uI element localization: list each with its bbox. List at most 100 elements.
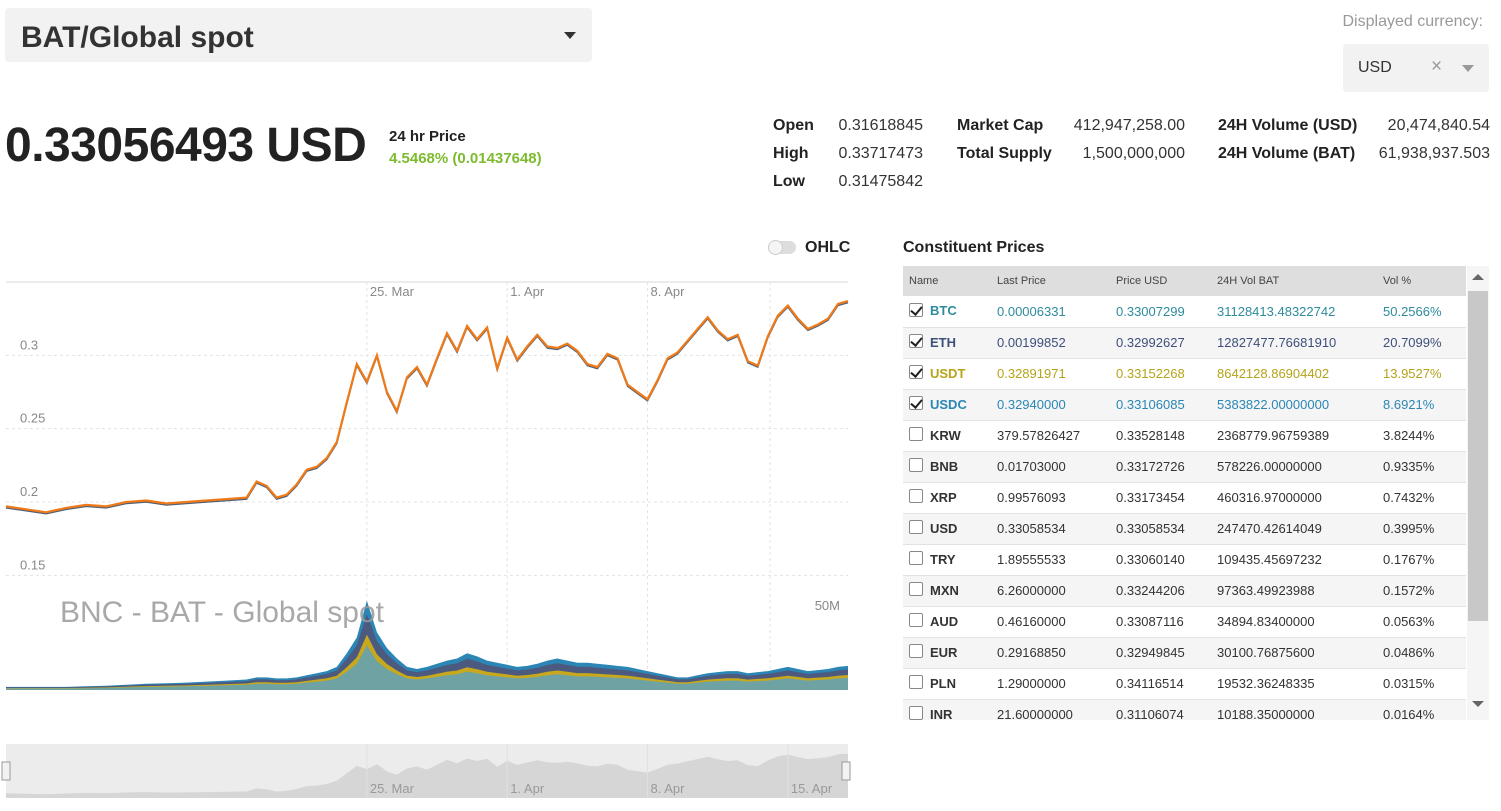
last-price: 0.29168850 [991, 637, 1110, 669]
column-header[interactable]: Price USD [1110, 266, 1211, 296]
constituent-name: KRW [930, 427, 961, 443]
navigator-tick-label: 25. Mar [370, 781, 415, 796]
volume-pct: 13.9527% [1377, 358, 1466, 390]
table-row[interactable]: AUD 0.46160000 0.33087116 34894.83400000 0.0… [903, 606, 1466, 638]
y-tick-label: 0.25 [20, 411, 45, 426]
constituent-table-wrap: Name Last Price Price USD 24H Vol BAT Vo… [903, 266, 1466, 720]
volume-bat: 247470.42614049 [1211, 513, 1377, 545]
table-row[interactable]: KRW 379.57826427 0.33528148 2368779.9675938… [903, 420, 1466, 452]
toggle-knob[interactable] [768, 240, 783, 255]
table-row[interactable]: USDC 0.32940000 0.33106085 5383822.00000000… [903, 389, 1466, 421]
table-row[interactable]: EUR 0.29168850 0.32949845 30100.76875600 0.0… [903, 637, 1466, 669]
volume-area-btc [6, 645, 848, 690]
price-change-label: 24 hr Price [389, 128, 466, 145]
checkbox[interactable] [909, 396, 923, 411]
column-header[interactable]: 24H Vol BAT [1211, 266, 1377, 296]
navigator-handle-right[interactable] [841, 761, 851, 781]
last-price: 0.46160000 [991, 606, 1110, 638]
volume-bat: 109435.45697232 [1211, 544, 1377, 576]
table-row[interactable]: MXN 6.26000000 0.33244206 97363.49923988 0.1… [903, 575, 1466, 607]
navigator-tick-label: 8. Apr [651, 781, 686, 796]
scroll-up-icon[interactable] [1472, 274, 1484, 280]
x-tick-label: 1. Apr [510, 284, 545, 299]
chart-watermark: BNC - BAT - Global spot [60, 596, 385, 629]
price-usd: 0.33106085 [1110, 389, 1211, 421]
navigator-tick-label: 1. Apr [510, 781, 545, 796]
table-row[interactable]: USD 0.33058534 0.33058534 247470.42614049 0.… [903, 513, 1466, 545]
checkbox[interactable] [909, 303, 923, 318]
volume-pct: 0.3995% [1377, 513, 1466, 545]
checkbox[interactable] [909, 675, 923, 690]
y-tick-label: 0.15 [20, 557, 45, 572]
checkbox[interactable] [909, 489, 923, 504]
scrollbar-thumb[interactable] [1468, 291, 1488, 621]
volume-bat: 460316.97000000 [1211, 482, 1377, 514]
volume-bat: 8642128.86904402 [1211, 358, 1377, 390]
constituent-name: BNB [930, 458, 959, 474]
last-price: 21.60000000 [991, 699, 1110, 720]
checkbox[interactable] [909, 582, 923, 597]
price-usd: 0.34116514 [1110, 668, 1211, 700]
price-chart[interactable]: 25. Mar 1. Apr 8. Apr 0.3 0.25 0.2 0.15 50M BNC … [0, 270, 860, 700]
price-usd: 0.33058534 [1110, 513, 1211, 545]
volume-pct: 0.7432% [1377, 482, 1466, 514]
table-row[interactable]: BTC 0.00006331 0.33007299 31128413.48322742… [903, 296, 1466, 328]
checkbox[interactable] [909, 613, 923, 628]
pair-select[interactable]: BAT/Global spot [5, 8, 592, 62]
chevron-down-icon[interactable] [564, 32, 576, 39]
checkbox[interactable] [909, 458, 923, 473]
checkbox[interactable] [909, 644, 923, 659]
volume-bat: 97363.49923988 [1211, 575, 1377, 607]
price-usd: 0.33173454 [1110, 482, 1211, 514]
volume-usd-value: 20,474,840.54 [1387, 117, 1490, 134]
table-row[interactable]: INR 21.60000000 0.31106074 10188.35000000 0.… [903, 699, 1466, 720]
clear-icon[interactable]: × [1431, 56, 1443, 77]
column-header[interactable]: Name [903, 266, 991, 296]
volume-bat: 31128413.48322742 [1211, 296, 1377, 328]
price-usd: 0.33007299 [1110, 296, 1211, 328]
navigator-tick-label: 15. Apr [791, 781, 833, 796]
checkbox[interactable] [909, 551, 923, 566]
table-row[interactable]: PLN 1.29000000 0.34116514 19532.36248335 0.0… [903, 668, 1466, 700]
x-tick-label: 8. Apr [651, 284, 686, 299]
ohlc-toggle[interactable] [768, 240, 796, 255]
checkbox[interactable] [909, 334, 923, 349]
checkbox[interactable] [909, 706, 923, 720]
volume-bat: 30100.76875600 [1211, 637, 1377, 669]
volume-bat-label: 24H Volume (BAT) [1218, 145, 1356, 162]
market-cap-label: Market Cap [957, 117, 1044, 134]
currency-value: USD [1358, 59, 1392, 76]
scroll-down-icon[interactable] [1472, 701, 1484, 707]
price-usd: 0.33152268 [1110, 358, 1211, 390]
currency-label: Displayed currency: [1342, 13, 1484, 30]
table-row[interactable]: TRY 1.89555533 0.33060140 109435.45697232 0.… [903, 544, 1466, 576]
table-row[interactable]: XRP 0.99576093 0.33173454 460316.97000000 0.… [903, 482, 1466, 514]
current-price: 0.33056493 USD [5, 119, 367, 172]
checkbox[interactable] [909, 427, 923, 442]
column-header[interactable]: Last Price [991, 266, 1110, 296]
volume-pct: 20.7099% [1377, 327, 1466, 359]
volume-bat: 10188.35000000 [1211, 699, 1377, 720]
price-usd: 0.33060140 [1110, 544, 1211, 576]
constituent-name: USD [930, 520, 958, 536]
chart-navigator[interactable]: 25. Mar 1. Apr 8. Apr 15. Apr [0, 740, 860, 800]
table-row[interactable]: USDT 0.32891971 0.33152268 8642128.86904402… [903, 358, 1466, 390]
table-scrollbar[interactable] [1467, 266, 1489, 720]
currency-select[interactable]: USD × [1343, 44, 1489, 92]
constituent-name: USDT [930, 365, 966, 381]
volume-bat: 578226.00000000 [1211, 451, 1377, 483]
last-price: 1.29000000 [991, 668, 1110, 700]
checkbox[interactable] [909, 520, 923, 535]
last-price: 0.33058534 [991, 513, 1110, 545]
constituent-name: AUD [930, 613, 959, 629]
table-row[interactable]: ETH 0.00199852 0.32992627 12827477.76681910… [903, 327, 1466, 359]
table-row[interactable]: BNB 0.01703000 0.33172726 578226.00000000 0.… [903, 451, 1466, 483]
price-usd: 0.31106074 [1110, 699, 1211, 720]
navigator-handle-left[interactable] [1, 761, 11, 781]
constituent-name: ETH [930, 334, 956, 350]
chevron-down-icon[interactable] [1462, 65, 1474, 72]
column-header[interactable]: Vol % [1377, 266, 1466, 296]
checkbox[interactable] [909, 365, 923, 380]
price-usd: 0.32949845 [1110, 637, 1211, 669]
pair-select-label: BAT/Global spot [21, 21, 254, 54]
